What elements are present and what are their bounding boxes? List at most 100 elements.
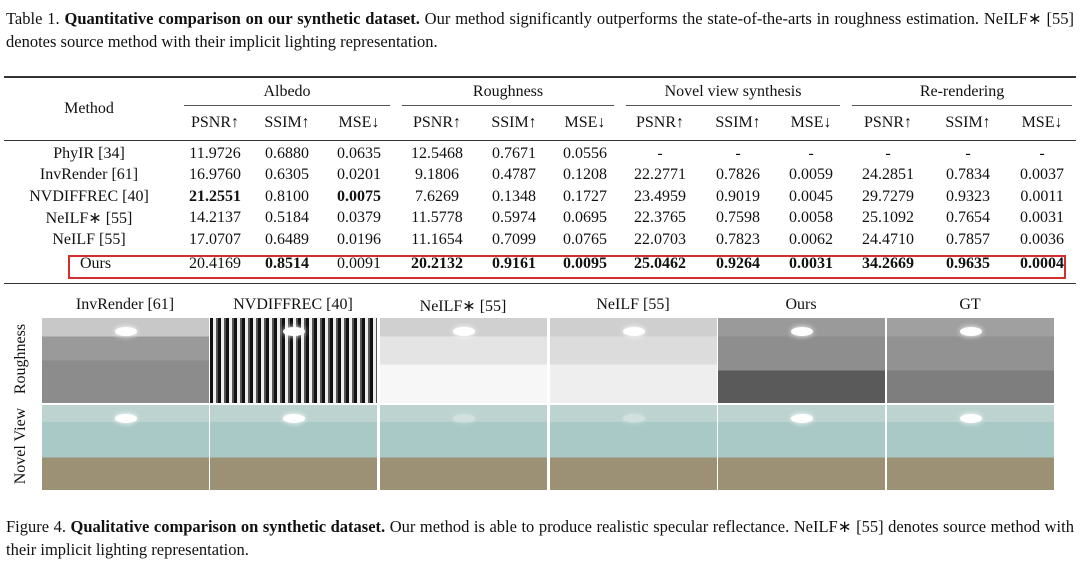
metric-header: MSE↓	[1021, 114, 1063, 131]
value-cell: 22.0703	[634, 230, 687, 248]
value-cell: 12.5468	[411, 144, 463, 162]
novel-view-image	[42, 405, 209, 490]
table-caption: Table 1. Quantitative comparison on our …	[6, 9, 1074, 51]
value-cell: -	[657, 144, 663, 162]
table-row: NVDIFFREC [40] 21.2551 0.8100 0.0075 7.6269 0…	[0, 186, 1078, 208]
results-table: Method Albedo Roughness Novel view synthesi…	[0, 80, 1078, 278]
method-cell: NeILF∗ [55]	[45, 210, 133, 228]
group-header: Roughness	[396, 80, 620, 108]
method-header: Method	[64, 100, 114, 117]
value-cell: 0.1727	[563, 187, 607, 205]
value-cell: 0.0037	[1020, 166, 1065, 184]
roughness-image	[718, 318, 885, 403]
value-cell: 0.5184	[265, 209, 309, 227]
metric-header: PSNR↑	[864, 114, 913, 131]
figure-row-label: Roughness	[12, 323, 29, 395]
value-cell: 0.7857	[946, 230, 991, 248]
figure-column-label: NeILF∗ [55]	[419, 298, 507, 315]
value-cell: 0.6880	[265, 144, 309, 162]
table-row: NeILF [55] 17.0707 0.6489 0.0196 11.1654 0.70…	[0, 229, 1078, 251]
value-cell: 9.1806	[415, 166, 459, 184]
method-cell: PhyIR [34]	[53, 144, 125, 162]
ours-highlight-box	[68, 255, 1066, 279]
value-cell: 21.2551	[189, 187, 241, 205]
metric-header: PSNR↑	[636, 114, 685, 131]
value-cell: 16.9760	[189, 166, 241, 184]
metric-header: MSE↓	[338, 114, 380, 131]
value-cell: 11.5778	[411, 209, 463, 227]
value-cell: 17.0707	[189, 230, 241, 248]
table-row: Ours 20.4169 0.8514 0.0091 20.2132 0.9161 0.00…	[0, 251, 1078, 278]
group-header: Re-rendering	[846, 80, 1078, 108]
metric-header: SSIM↑	[264, 114, 310, 131]
figure-column-label: Ours	[785, 296, 817, 313]
value-cell: 0.0011	[1020, 187, 1064, 205]
value-cell: 0.9264	[716, 255, 761, 272]
value-cell: 23.4959	[634, 187, 687, 205]
table-row: PhyIR [34] 11.9726 0.6880 0.0635 12.5468 0.76…	[0, 143, 1078, 165]
value-cell: 29.7279	[862, 187, 915, 205]
value-cell: 0.9019	[716, 187, 761, 205]
value-cell: 0.0031	[1020, 209, 1065, 227]
value-cell: 0.1208	[563, 166, 607, 184]
value-cell: 0.8514	[265, 255, 309, 272]
value-cell: 0.5974	[492, 209, 536, 227]
value-cell: -	[735, 144, 741, 162]
value-cell: 20.2132	[411, 255, 463, 272]
novel-view-image	[550, 405, 717, 490]
value-cell: 0.0075	[337, 187, 381, 205]
value-cell: 0.0004	[1020, 255, 1065, 272]
value-cell: 0.9635	[946, 255, 991, 272]
value-cell: 0.7598	[716, 209, 761, 227]
value-cell: -	[1039, 144, 1045, 162]
value-cell: -	[885, 144, 891, 162]
value-cell: 0.0196	[337, 230, 381, 248]
value-cell: 0.0091	[337, 255, 381, 272]
method-cell: Ours	[80, 255, 112, 272]
value-cell: 20.4169	[189, 255, 241, 272]
mid-rule	[4, 140, 1076, 141]
value-cell: 0.0036	[1020, 230, 1065, 248]
value-cell: 24.2851	[862, 166, 915, 184]
value-cell: 0.7826	[716, 166, 761, 184]
group-header: Novel view synthesis	[620, 80, 846, 108]
roughness-image	[887, 318, 1054, 403]
metric-header: PSNR↑	[190, 114, 240, 131]
value-cell: 0.7834	[946, 166, 991, 184]
value-cell: 0.0059	[789, 166, 834, 184]
value-cell: 25.0462	[634, 255, 687, 272]
value-cell: 0.6489	[265, 230, 309, 248]
novel-view-image	[210, 405, 377, 490]
roughness-image	[42, 318, 209, 403]
metric-header: SSIM↑	[491, 114, 537, 131]
method-cell: NeILF [55]	[52, 230, 126, 248]
value-cell: 0.0058	[789, 209, 834, 227]
value-cell: 0.0765	[563, 230, 607, 248]
value-cell: -	[808, 144, 814, 162]
group-header: Albedo	[178, 80, 396, 108]
value-cell: 0.9323	[946, 187, 991, 205]
metric-header: MSE↓	[564, 114, 606, 131]
value-cell: 25.1092	[862, 209, 915, 227]
value-cell: 0.6305	[265, 166, 309, 184]
value-cell: 0.0635	[337, 144, 381, 162]
table-row: NeILF∗ [55] 14.2137 0.5184 0.0379 11.5778 0.5…	[0, 208, 1078, 230]
figure-column-label: GT	[959, 296, 981, 313]
method-cell: InvRender [61]	[39, 166, 139, 184]
figure-column-label: NVDIFFREC [40]	[233, 296, 353, 313]
value-cell: 0.0031	[789, 255, 834, 272]
value-cell: 0.7823	[716, 230, 761, 248]
roughness-image	[210, 318, 377, 403]
value-cell: 22.2771	[634, 166, 687, 184]
value-cell: 0.1348	[492, 187, 536, 205]
figure-caption: Figure 4. Qualitative comparison on synt…	[6, 517, 1074, 559]
method-cell: NVDIFFREC [40]	[29, 187, 149, 205]
value-cell: 22.3765	[634, 209, 687, 227]
metric-header: PSNR↑	[412, 114, 462, 131]
value-cell: 24.4710	[862, 230, 915, 248]
novel-view-image	[718, 405, 885, 490]
bottom-rule	[4, 283, 1076, 284]
value-cell: 0.0556	[563, 144, 607, 162]
value-cell: 0.0095	[563, 255, 607, 272]
value-cell: 0.0695	[563, 209, 607, 227]
